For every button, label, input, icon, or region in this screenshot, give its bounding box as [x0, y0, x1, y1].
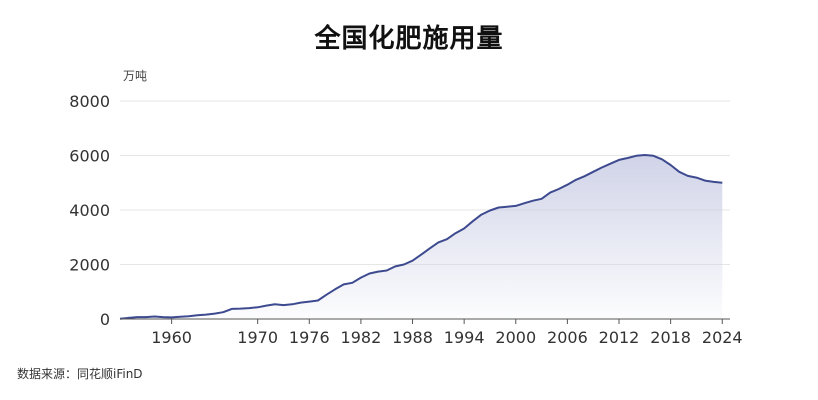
y-tick-label: 4000 [69, 201, 110, 220]
y-tick-label: 0 [100, 310, 110, 329]
series-fertilizer-usage [119, 154, 723, 320]
y-axis-unit-label: 万吨 [123, 69, 148, 83]
x-tick-label: 1976 [289, 328, 330, 347]
x-tick-label: 2018 [650, 328, 691, 347]
y-axis-ticks: 0 2000 4000 6000 8000 [69, 92, 110, 329]
x-tick-label: 1960 [151, 328, 192, 347]
series-area-fill [120, 155, 723, 319]
x-tick-label: 2012 [599, 328, 640, 347]
x-tick-label: 2000 [495, 328, 536, 347]
x-tick-label: 2024 [702, 328, 743, 347]
x-tick-label: 2006 [547, 328, 588, 347]
x-tick-label: 1994 [444, 328, 485, 347]
y-tick-label: 8000 [69, 92, 110, 111]
x-tick-label: 1988 [392, 328, 433, 347]
chart-title: 全国化肥施用量 [314, 24, 504, 54]
x-tick-label: 1970 [237, 328, 278, 347]
y-tick-label: 6000 [69, 147, 110, 166]
series-line [119, 154, 723, 320]
x-axis-ticks: 1960 1970 1976 1982 1988 1994 2000 2006 2012 2018… [151, 319, 743, 347]
y-tick-label: 2000 [69, 256, 110, 275]
x-tick-label: 1982 [341, 328, 382, 347]
data-source-note: 数据来源：同花顺iFinD [17, 367, 143, 381]
